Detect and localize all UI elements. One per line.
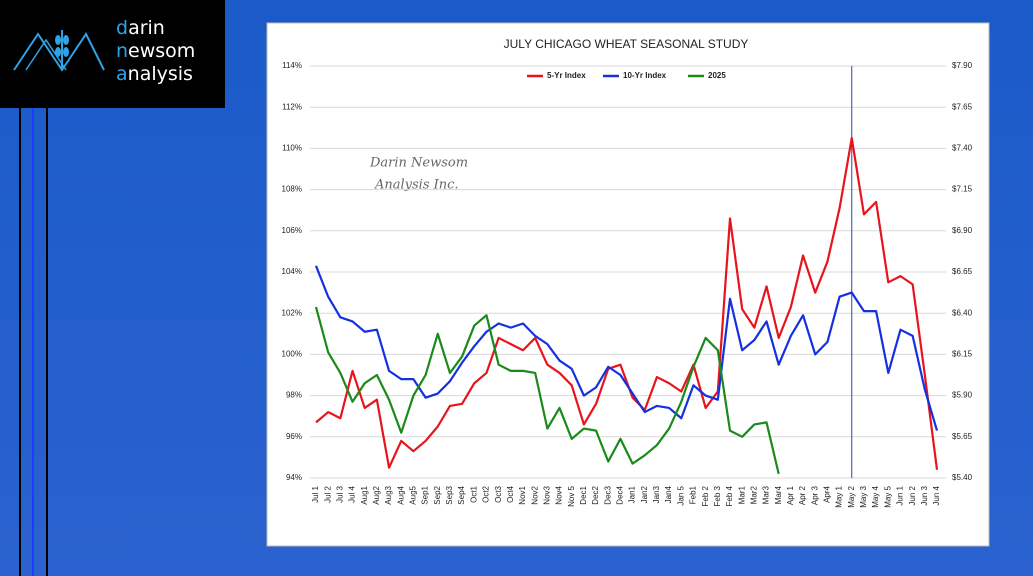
y-tick-label: 112% [282,102,302,111]
x-tick-label: Oct2 [482,485,491,502]
x-tick-label: May 1 [835,485,844,507]
x-tick-label: Feb 3 [713,485,722,506]
y2-tick-label: $7.15 [952,185,973,194]
y-tick-label: 98% [286,391,302,400]
chart-title: JULY CHICAGO WHEAT SEASONAL STUDY [504,37,749,51]
x-tick-label: Dec3 [603,485,612,504]
x-tick-label: Jun 3 [920,485,929,505]
x-tick-label: May 4 [871,485,880,507]
watermark: Analysis Inc. [374,178,459,193]
x-tick-label: Feb1 [689,485,698,504]
x-tick-label: Nov1 [518,485,527,504]
legend-label: 5-Yr Index [547,71,586,80]
x-tick-label: Jun 2 [908,485,917,505]
x-tick-label: Apr 3 [810,485,819,505]
series-line [315,137,939,470]
x-tick-label: Aug2 [372,485,381,504]
logo-word: newsom [116,40,196,62]
y2-tick-label: $5.90 [952,391,973,400]
x-tick-label: Feb 2 [701,485,710,506]
y2-tick-label: $5.65 [952,432,973,441]
x-tick-label: Feb 4 [725,485,734,506]
x-tick-label: Jan2 [640,485,649,503]
x-tick-label: Oct1 [469,485,478,502]
x-tick-label: Nov4 [555,485,564,504]
x-tick-label: Jul 3 [335,485,344,502]
decor-line [32,108,34,576]
x-tick-label: Jun 1 [896,485,905,505]
x-tick-label: Aug5 [409,485,418,504]
x-tick-label: Nov2 [530,485,539,504]
x-tick-label: Dec4 [616,485,625,504]
y2-tick-label: $7.65 [952,102,973,111]
y2-tick-label: $6.15 [952,350,973,359]
decor-line [46,108,48,576]
logo: darin newsom analysis [0,0,225,108]
x-tick-label: Mar2 [749,485,758,504]
y-tick-label: 100% [282,350,302,359]
logo-word: analysis [116,63,193,85]
decor-line [19,108,21,576]
x-tick-label: Oct3 [494,485,503,502]
x-tick-label: Sep1 [421,485,430,504]
x-tick-label: Dec2 [591,485,600,504]
series-line [314,265,939,431]
x-tick-label: Aug4 [396,485,405,504]
y2-tick-label: $5.40 [952,473,973,482]
x-tick-label: Oct4 [506,485,515,502]
x-tick-label: Dec1 [579,485,588,504]
x-tick-label: Apr 2 [798,485,807,505]
x-tick-label: Mar1 [737,485,746,504]
y2-tick-label: $6.40 [952,308,973,317]
x-tick-label: May 5 [883,485,892,507]
y2-tick-label: $7.90 [952,61,973,70]
x-tick-label: Mar3 [762,485,771,504]
x-tick-label: Jul 2 [323,485,332,502]
x-tick-label: Jan3 [652,485,661,503]
y-tick-label: 106% [282,226,302,235]
x-tick-label: Jun 4 [932,485,941,505]
y2-tick-label: $7.40 [952,144,973,153]
y-tick-label: 104% [282,267,302,276]
y-tick-label: 102% [282,308,302,317]
x-tick-label: Jan4 [664,485,673,503]
x-tick-label: Jan1 [628,485,637,503]
x-tick-label: Sep4 [457,485,466,504]
y-tick-label: 110% [282,144,302,153]
x-tick-label: Jul 4 [348,485,357,502]
y-tick-label: 96% [286,432,302,441]
logo-icon [13,30,105,72]
legend-label: 2025 [708,71,726,80]
x-tick-label: May 2 [847,485,856,507]
x-tick-label: May 3 [859,485,868,507]
x-tick-label: Jan 5 [676,485,685,505]
logo-word: darin [116,17,165,39]
x-tick-label: Apr 1 [786,485,795,505]
series-line [314,306,780,475]
chart-area [266,22,990,547]
y-tick-label: 108% [282,185,302,194]
x-tick-label: Sep2 [433,485,442,504]
x-tick-label: Nov3 [542,485,551,504]
y-tick-label: 94% [286,473,302,482]
x-tick-label: Apr4 [823,485,832,502]
y2-tick-label: $6.65 [952,267,973,276]
x-tick-label: Mar4 [774,485,783,504]
y-tick-label: 114% [282,61,302,70]
x-tick-label: Nov 5 [567,485,576,506]
x-tick-label: Jul 1 [311,485,320,502]
x-tick-label: Sep3 [445,485,454,504]
x-tick-label: Aug3 [384,485,393,504]
legend-label: 10-Yr Index [623,71,667,80]
watermark: Darin Newsom [369,156,468,171]
y2-tick-label: $6.90 [952,226,973,235]
x-tick-label: Aug1 [360,485,369,504]
